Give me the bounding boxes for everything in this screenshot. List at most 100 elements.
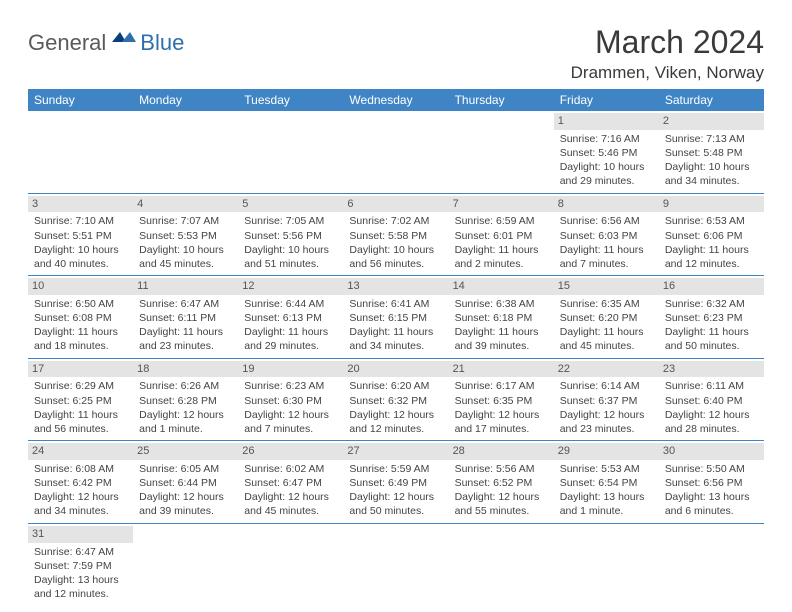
calendar-week-row: 3Sunrise: 7:10 AMSunset: 5:51 PMDaylight… (28, 193, 764, 276)
day-detail-line: Sunset: 6:01 PM (455, 229, 548, 243)
day-detail-line: Sunset: 6:15 PM (349, 311, 442, 325)
month-title: March 2024 (571, 24, 764, 61)
calendar-day-cell: 14Sunrise: 6:38 AMSunset: 6:18 PMDayligh… (449, 276, 554, 359)
day-detail-line: Sunrise: 6:11 AM (665, 379, 758, 393)
day-number: 5 (238, 196, 343, 213)
day-number: 31 (28, 526, 133, 543)
day-number: 13 (343, 278, 448, 295)
calendar-day-cell: 21Sunrise: 6:17 AMSunset: 6:35 PMDayligh… (449, 358, 554, 441)
day-detail-line: and 34 minutes. (665, 174, 758, 188)
day-number: 21 (449, 361, 554, 378)
calendar-day-cell: 19Sunrise: 6:23 AMSunset: 6:30 PMDayligh… (238, 358, 343, 441)
day-detail-line: Sunrise: 7:02 AM (349, 214, 442, 228)
logo: General Blue (28, 30, 184, 56)
day-detail-line: Sunset: 6:52 PM (455, 476, 548, 490)
day-number (238, 526, 343, 543)
day-number: 18 (133, 361, 238, 378)
day-detail-line: and 12 minutes. (349, 422, 442, 436)
day-detail-line: and 55 minutes. (455, 504, 548, 518)
day-number: 29 (554, 443, 659, 460)
calendar-day-cell: 15Sunrise: 6:35 AMSunset: 6:20 PMDayligh… (554, 276, 659, 359)
day-detail-line: Sunset: 6:28 PM (139, 394, 232, 408)
day-detail-line: Sunrise: 6:20 AM (349, 379, 442, 393)
day-number (133, 113, 238, 130)
day-number: 26 (238, 443, 343, 460)
day-number: 27 (343, 443, 448, 460)
day-detail-line: and 1 minute. (139, 422, 232, 436)
calendar-day-cell (449, 111, 554, 193)
day-detail-line: Sunset: 6:32 PM (349, 394, 442, 408)
day-detail-line: and 17 minutes. (455, 422, 548, 436)
day-detail-line: Sunrise: 6:08 AM (34, 462, 127, 476)
day-detail-line: Daylight: 12 hours (560, 408, 653, 422)
day-number: 23 (659, 361, 764, 378)
day-detail-line: and 29 minutes. (560, 174, 653, 188)
day-detail-line: Sunset: 6:18 PM (455, 311, 548, 325)
day-detail-line: and 12 minutes. (34, 587, 127, 601)
day-number: 16 (659, 278, 764, 295)
day-detail-line: and 39 minutes. (139, 504, 232, 518)
day-detail-line: Sunrise: 6:44 AM (244, 297, 337, 311)
calendar-day-cell: 6Sunrise: 7:02 AMSunset: 5:58 PMDaylight… (343, 193, 448, 276)
day-detail-line: Daylight: 12 hours (665, 408, 758, 422)
day-number: 10 (28, 278, 133, 295)
day-detail-line: Sunset: 6:40 PM (665, 394, 758, 408)
day-detail-line: Daylight: 11 hours (665, 243, 758, 257)
calendar-day-cell: 29Sunrise: 5:53 AMSunset: 6:54 PMDayligh… (554, 441, 659, 524)
day-detail-line: and 29 minutes. (244, 339, 337, 353)
day-detail-line: Sunrise: 6:05 AM (139, 462, 232, 476)
day-detail-line: Sunrise: 7:05 AM (244, 214, 337, 228)
day-detail-line: Sunset: 6:30 PM (244, 394, 337, 408)
calendar-day-cell: 5Sunrise: 7:05 AMSunset: 5:56 PMDaylight… (238, 193, 343, 276)
calendar-day-cell (238, 111, 343, 193)
day-detail-line: Daylight: 10 hours (349, 243, 442, 257)
calendar-day-cell: 28Sunrise: 5:56 AMSunset: 6:52 PMDayligh… (449, 441, 554, 524)
day-detail-line: and 2 minutes. (455, 257, 548, 271)
day-detail-line: Sunset: 5:51 PM (34, 229, 127, 243)
day-detail-line: and 23 minutes. (560, 422, 653, 436)
day-detail-line: and 45 minutes. (139, 257, 232, 271)
day-detail-line: Daylight: 10 hours (139, 243, 232, 257)
day-number: 30 (659, 443, 764, 460)
day-detail-line: Sunrise: 6:50 AM (34, 297, 127, 311)
calendar-day-cell: 31Sunrise: 6:47 AMSunset: 7:59 PMDayligh… (28, 523, 133, 605)
day-detail-line: Sunrise: 7:10 AM (34, 214, 127, 228)
day-detail-line: Sunrise: 6:17 AM (455, 379, 548, 393)
day-detail-line: Sunrise: 6:56 AM (560, 214, 653, 228)
day-detail-line: Sunset: 5:53 PM (139, 229, 232, 243)
day-detail-line: Daylight: 10 hours (665, 160, 758, 174)
day-detail-line: Sunset: 6:42 PM (34, 476, 127, 490)
day-detail-line: Daylight: 12 hours (244, 490, 337, 504)
calendar-day-cell (238, 523, 343, 605)
calendar-day-cell: 8Sunrise: 6:56 AMSunset: 6:03 PMDaylight… (554, 193, 659, 276)
calendar-day-cell: 7Sunrise: 6:59 AMSunset: 6:01 PMDaylight… (449, 193, 554, 276)
day-detail-line: Daylight: 10 hours (244, 243, 337, 257)
day-number: 15 (554, 278, 659, 295)
day-detail-line: Sunrise: 6:26 AM (139, 379, 232, 393)
day-detail-line: and 6 minutes. (665, 504, 758, 518)
day-detail-line: Daylight: 12 hours (455, 490, 548, 504)
day-detail-line: Daylight: 13 hours (560, 490, 653, 504)
day-detail-line: and 50 minutes. (665, 339, 758, 353)
calendar-table: Sunday Monday Tuesday Wednesday Thursday… (28, 89, 764, 605)
day-number (449, 113, 554, 130)
calendar-day-cell: 25Sunrise: 6:05 AMSunset: 6:44 PMDayligh… (133, 441, 238, 524)
day-detail-line: Sunset: 5:48 PM (665, 146, 758, 160)
day-detail-line: Sunset: 6:47 PM (244, 476, 337, 490)
day-number: 12 (238, 278, 343, 295)
calendar-week-row: 1Sunrise: 7:16 AMSunset: 5:46 PMDaylight… (28, 111, 764, 193)
calendar-day-cell: 3Sunrise: 7:10 AMSunset: 5:51 PMDaylight… (28, 193, 133, 276)
day-detail-line: Sunrise: 5:50 AM (665, 462, 758, 476)
day-number: 20 (343, 361, 448, 378)
day-detail-line: and 39 minutes. (455, 339, 548, 353)
day-number: 11 (133, 278, 238, 295)
day-detail-line: Sunrise: 6:02 AM (244, 462, 337, 476)
day-detail-line: Sunset: 7:59 PM (34, 559, 127, 573)
calendar-week-row: 17Sunrise: 6:29 AMSunset: 6:25 PMDayligh… (28, 358, 764, 441)
calendar-day-cell: 24Sunrise: 6:08 AMSunset: 6:42 PMDayligh… (28, 441, 133, 524)
weekday-header: Wednesday (343, 89, 448, 111)
day-number (449, 526, 554, 543)
day-number: 25 (133, 443, 238, 460)
day-number: 9 (659, 196, 764, 213)
calendar-day-cell: 16Sunrise: 6:32 AMSunset: 6:23 PMDayligh… (659, 276, 764, 359)
